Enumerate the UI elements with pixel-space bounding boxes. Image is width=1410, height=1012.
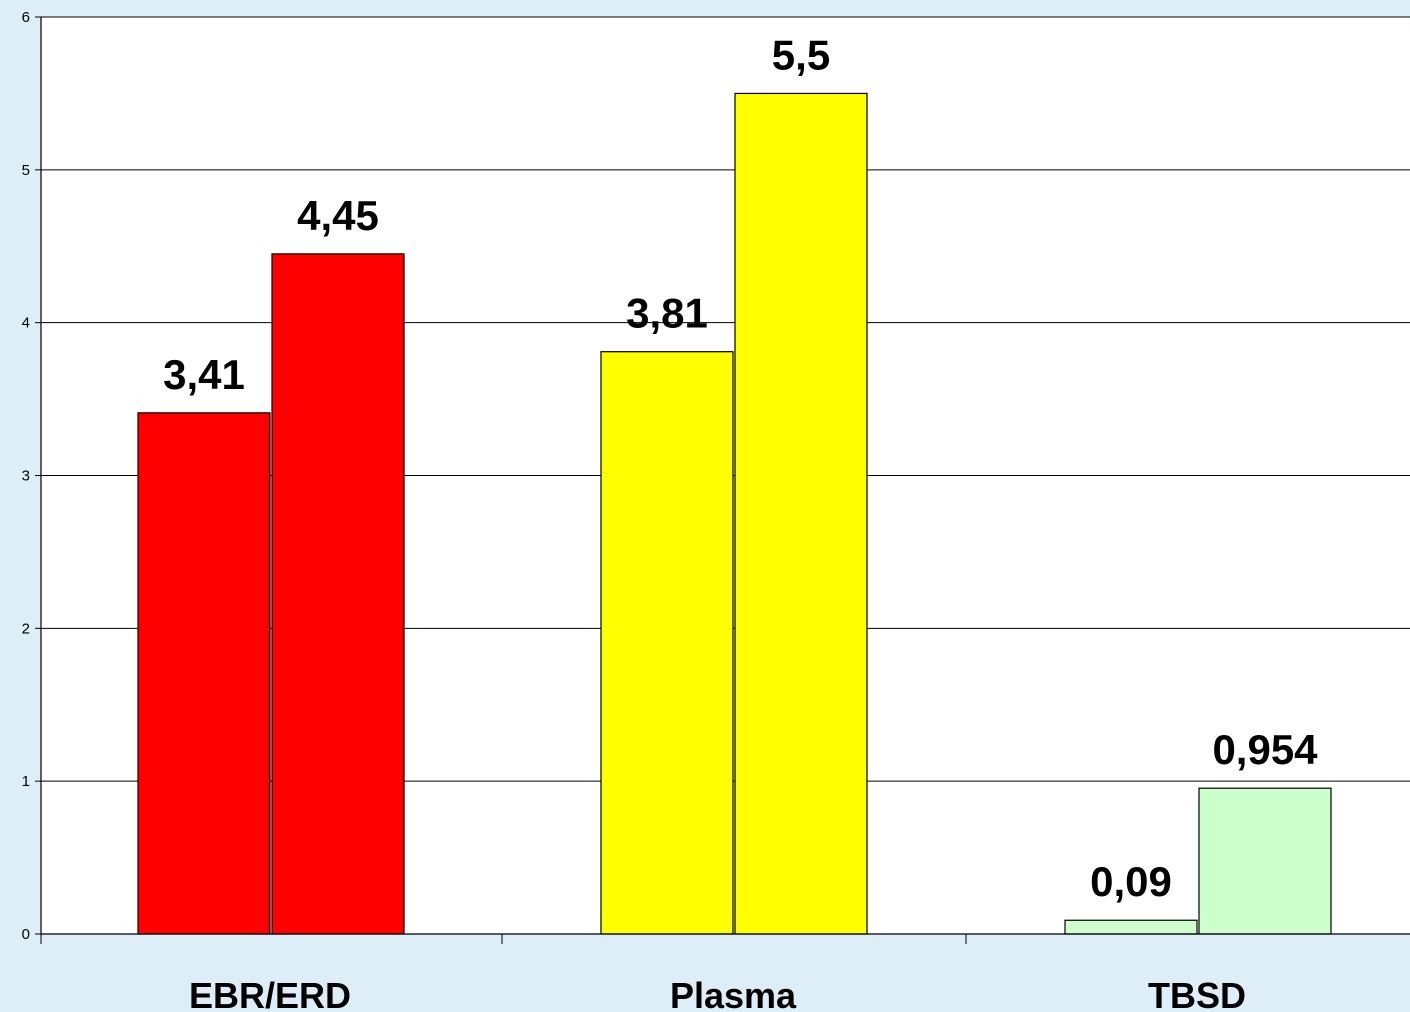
y-tick-label: 0	[22, 926, 30, 943]
data-label: 0,09	[1090, 858, 1172, 905]
x-category-label: EBR/ERD	[189, 975, 351, 1012]
y-tick-label: 4	[22, 315, 30, 332]
axes: 0 1 2 3 4 5 6	[22, 9, 1410, 944]
data-label: 3,41	[163, 351, 245, 398]
y-tick-label: 3	[22, 468, 30, 485]
bars	[137, 92, 1332, 935]
labels: 3,41 4,45 EBR/ERD 3,81 5,5 Plasma 0,09 0,954 TBS…	[163, 31, 1318, 1012]
bar-tbsd-series-2	[1198, 787, 1332, 935]
data-label: 4,45	[297, 192, 379, 239]
data-label: 3,81	[626, 290, 708, 337]
bar-ebr-erd-series-1	[137, 412, 271, 935]
bar-ebr-erd-series-2	[271, 253, 405, 935]
x-category-label: Plasma	[670, 975, 797, 1012]
bar-plasma-series-2	[734, 92, 868, 935]
y-tick-label: 2	[22, 620, 30, 637]
y-tick-label: 1	[22, 773, 30, 790]
data-label: 5,5	[772, 31, 830, 78]
y-tick-label: 5	[22, 162, 30, 179]
x-category-label: TBSD	[1148, 975, 1246, 1012]
bar-plasma-series-1	[600, 351, 734, 935]
data-label: 0,954	[1212, 726, 1318, 773]
bar-tbsd-series-1	[1064, 919, 1198, 935]
y-tick-label: 6	[22, 9, 30, 26]
